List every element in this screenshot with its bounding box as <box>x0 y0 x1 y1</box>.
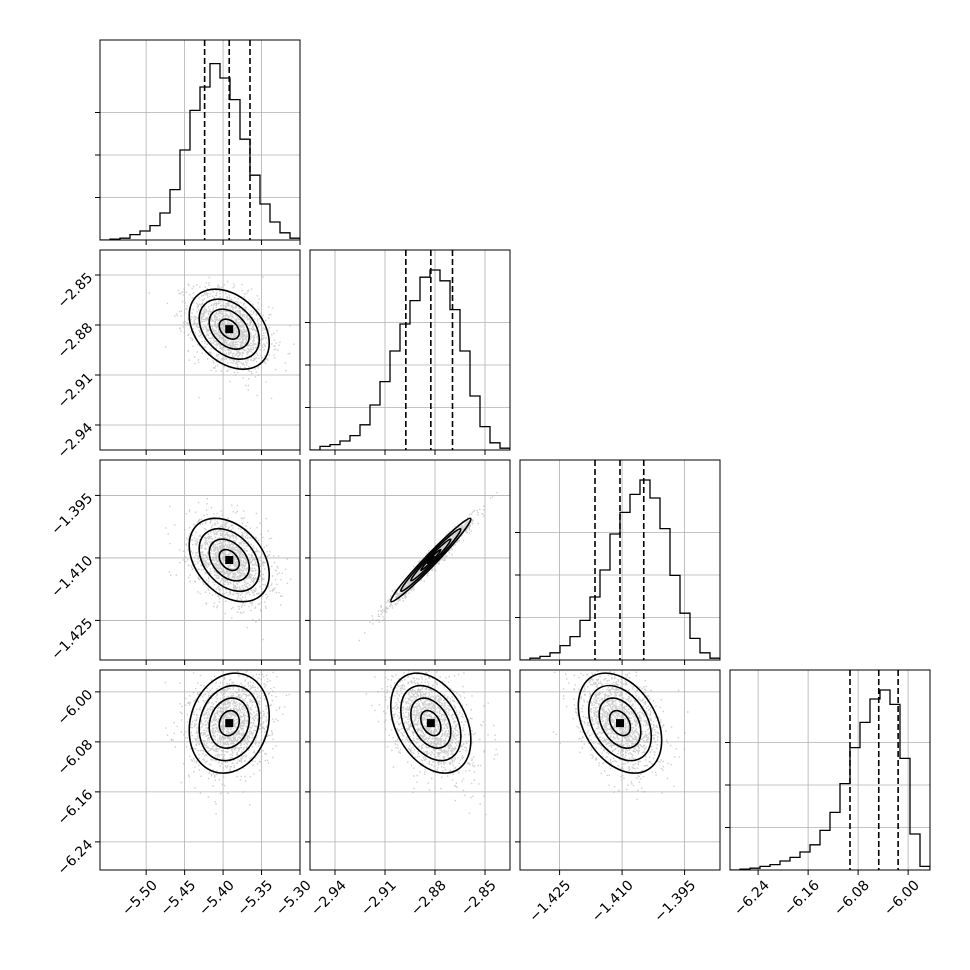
contour-level-3 <box>608 709 632 737</box>
y-tick-label: −6.08 <box>55 737 97 779</box>
y-tick-label: −2.85 <box>55 270 97 312</box>
x-tick-label: −1.395 <box>651 877 699 925</box>
contour-level-3 <box>218 318 241 340</box>
y-tick-label: −1.395 <box>48 490 96 538</box>
x-tick-label: −2.91 <box>358 877 400 919</box>
x-tick-label: −5.35 <box>235 877 277 919</box>
y-tick-label: −2.88 <box>55 320 97 362</box>
panel-content <box>100 250 300 450</box>
scatter-points <box>164 670 290 815</box>
contour-level-2 <box>598 697 642 749</box>
histogram-3 <box>730 689 930 870</box>
contour-level-0 <box>188 672 271 774</box>
panel-2-2 <box>515 459 721 665</box>
panel-3-0 <box>95 669 301 875</box>
contour-level-1 <box>400 684 462 762</box>
panel-1-1 <box>305 249 511 455</box>
contour-level-3 <box>420 709 442 737</box>
panel-0-0 <box>95 39 301 245</box>
x-tick-label: −5.50 <box>119 877 161 919</box>
panel-frame <box>99 39 301 241</box>
panel-frame <box>309 249 511 451</box>
panel-frame <box>729 669 931 871</box>
contour-level-2 <box>208 697 251 749</box>
contour-level-1 <box>198 298 261 360</box>
panel-3-1 <box>305 669 511 875</box>
x-tick-label: −6.16 <box>781 877 823 919</box>
y-tick-label: −6.00 <box>55 687 97 729</box>
panel-frame <box>99 249 301 451</box>
panel-frame <box>519 669 721 871</box>
panel-3-2 <box>515 669 721 875</box>
panel-content <box>100 460 300 660</box>
contour-level-1 <box>587 684 653 762</box>
panel-frame <box>309 459 511 661</box>
panel-content <box>310 670 510 870</box>
density-peak <box>225 719 234 728</box>
contour-level-2 <box>410 697 452 749</box>
y-tick-label: −1.410 <box>48 553 96 601</box>
y-tick-label: −1.425 <box>48 615 96 663</box>
y-tick-label: −2.94 <box>55 420 97 462</box>
panel-content <box>520 460 720 660</box>
x-tick-label: −2.94 <box>308 877 350 919</box>
panel-content <box>100 670 300 870</box>
x-tick-label: −5.45 <box>158 877 200 919</box>
contour-level-2 <box>208 538 251 582</box>
scatter-points <box>148 276 295 400</box>
scatter-points <box>165 498 292 641</box>
density-peak <box>616 719 624 728</box>
panel-frame <box>99 459 301 661</box>
panel-content <box>310 250 510 450</box>
density-peak <box>225 325 234 334</box>
contour-level-0 <box>390 672 472 774</box>
histogram-0 <box>100 62 300 240</box>
x-tick-label: −2.88 <box>408 877 450 919</box>
x-tick-label: −1.425 <box>526 877 574 925</box>
x-tick-label: −6.00 <box>881 877 923 919</box>
histogram-1 <box>310 269 510 450</box>
density-peak <box>426 719 435 728</box>
panel-content <box>730 670 930 870</box>
panel-frame <box>519 459 721 661</box>
contour-level-0 <box>188 517 271 603</box>
scatter-points <box>365 670 499 816</box>
x-tick-label: −2.85 <box>458 877 500 919</box>
histogram-2 <box>520 479 720 660</box>
contour-level-1 <box>198 527 261 593</box>
contour-level-3 <box>218 548 241 572</box>
panel-frame <box>99 669 301 871</box>
contour-level-0 <box>390 517 472 603</box>
density-peak <box>426 556 435 564</box>
panel-3-3 <box>725 669 931 875</box>
panel-2-0 <box>95 459 301 665</box>
contour-level-0 <box>577 672 663 774</box>
contour-level-3 <box>218 709 241 737</box>
x-tick-label: −5.40 <box>196 877 238 919</box>
panel-1-0 <box>95 249 301 455</box>
panel-content <box>520 670 720 870</box>
panel-content <box>310 460 510 660</box>
y-tick-label: −6.16 <box>55 787 97 829</box>
y-tick-label: −6.24 <box>55 837 97 879</box>
panel-content <box>100 40 300 240</box>
x-tick-label: −6.24 <box>731 877 773 919</box>
y-tick-label: −2.91 <box>55 370 97 412</box>
density-peak <box>225 556 234 564</box>
x-tick-label: −1.410 <box>589 877 637 925</box>
x-tick-label: −6.08 <box>831 877 873 919</box>
panel-frame <box>309 669 511 871</box>
contour-level-0 <box>188 288 271 370</box>
contour-level-1 <box>198 684 261 762</box>
panel-2-1 <box>305 459 511 665</box>
x-tick-label: −5.30 <box>273 877 315 919</box>
contour-level-2 <box>208 308 251 350</box>
scatter-points <box>552 670 689 801</box>
